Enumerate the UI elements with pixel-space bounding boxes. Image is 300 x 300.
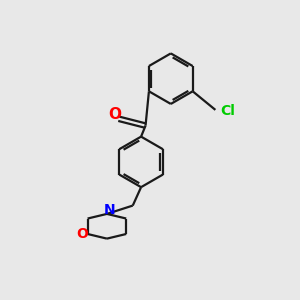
Text: Cl: Cl bbox=[220, 104, 235, 118]
Text: N: N bbox=[103, 203, 115, 217]
Text: O: O bbox=[108, 107, 121, 122]
Text: O: O bbox=[76, 227, 88, 241]
